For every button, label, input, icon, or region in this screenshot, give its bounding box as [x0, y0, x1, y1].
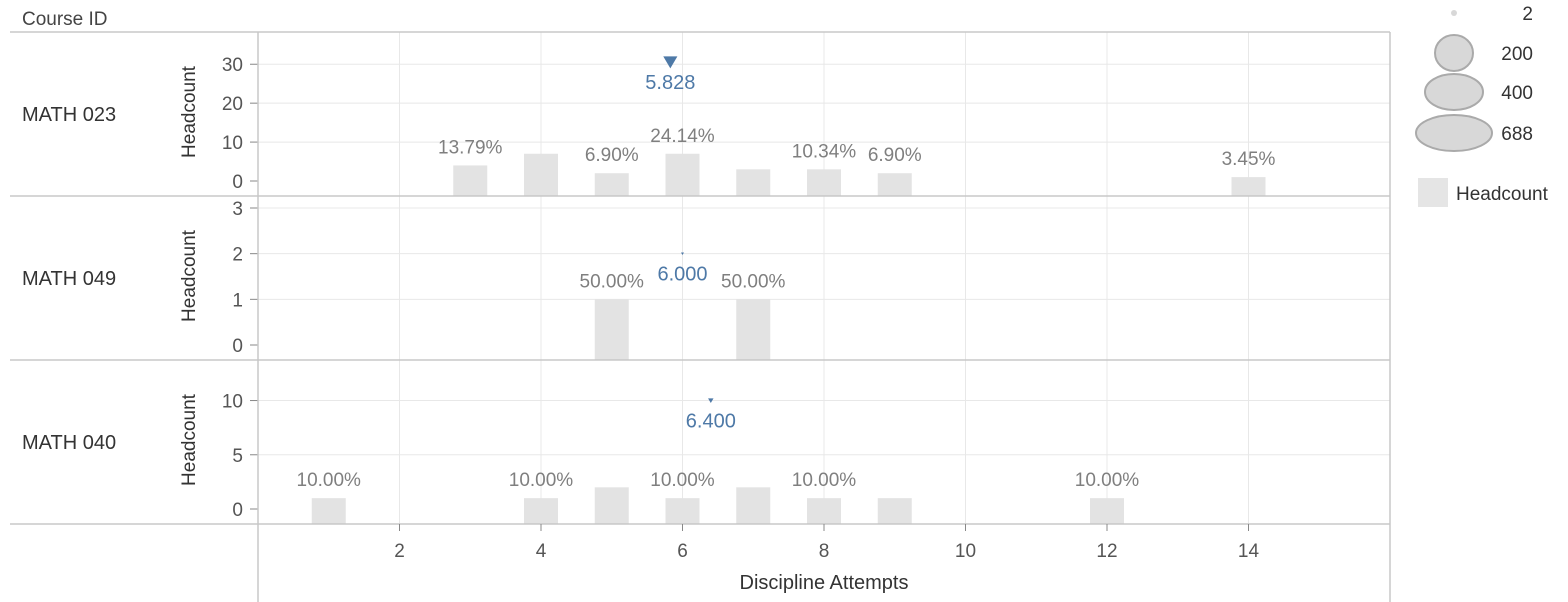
x-tick-label: 4 [536, 541, 547, 562]
y-tick-label: 5 [232, 446, 243, 467]
size-legend-circle [1451, 10, 1457, 16]
bar-data-label: 10.00% [650, 470, 715, 491]
bar [524, 153, 558, 196]
bar [807, 498, 841, 524]
size-legend-circle [1415, 114, 1493, 152]
bar-data-label: 10.00% [1075, 470, 1140, 491]
size-legend-label: 200 [1501, 44, 1533, 65]
average-label: 6.400 [686, 411, 736, 433]
average-marker [663, 56, 678, 69]
bar-data-label: 50.00% [721, 271, 786, 292]
bar-data-label: 10.00% [297, 470, 362, 491]
size-legend-label: 2 [1522, 4, 1533, 25]
x-tick-label: 2 [394, 541, 405, 562]
y-tick-label: 0 [232, 172, 243, 193]
course-label: MATH 023 [22, 104, 116, 126]
color-legend-swatch [1418, 178, 1448, 207]
x-axis-title: Discipline Attempts [740, 572, 909, 594]
y-tick-label: 2 [232, 245, 243, 266]
bar [594, 173, 629, 196]
x-tick-label: 6 [677, 541, 688, 562]
course-label: MATH 040 [22, 432, 116, 454]
average-marker [681, 252, 684, 256]
average-label: 5.828 [645, 72, 695, 94]
bar [665, 498, 700, 524]
bar [807, 169, 841, 196]
y-tick-label: 10 [222, 392, 243, 413]
bar-data-label: 50.00% [580, 271, 645, 292]
bar [594, 299, 629, 360]
y-axis-title: Headcount [179, 65, 200, 158]
bar [877, 173, 912, 196]
average-label: 6.000 [657, 264, 707, 286]
bar [524, 498, 558, 524]
y-axis-title: Headcount [179, 393, 200, 486]
course-label: MATH 049 [22, 268, 116, 290]
bar-data-label: 10.00% [509, 470, 574, 491]
size-legend-label: 688 [1501, 124, 1533, 145]
average-marker [708, 398, 714, 404]
y-tick-label: 10 [222, 133, 243, 154]
y-axis-title: Headcount [179, 229, 200, 322]
bar [736, 169, 771, 196]
bar [594, 487, 629, 524]
bar [1231, 177, 1266, 196]
bar-data-label: 10.00% [792, 470, 857, 491]
bar [736, 299, 771, 360]
x-tick-label: 10 [955, 541, 976, 562]
bar-data-label: 3.45% [1222, 149, 1276, 170]
bar-data-label: 24.14% [650, 126, 715, 147]
bar-data-label: 13.79% [438, 137, 503, 158]
bar-data-label: 6.90% [868, 145, 922, 166]
x-tick-label: 8 [819, 541, 830, 562]
y-tick-label: 0 [232, 500, 243, 521]
y-tick-label: 1 [232, 290, 243, 311]
bar [453, 165, 488, 196]
bar-data-label: 6.90% [585, 145, 639, 166]
x-tick-label: 14 [1238, 541, 1260, 562]
size-legend-circle [1424, 73, 1484, 111]
size-legend-label: 400 [1501, 83, 1533, 104]
y-tick-label: 3 [232, 199, 243, 220]
y-tick-label: 0 [232, 336, 243, 357]
bar [736, 487, 771, 524]
color-legend-label: Headcount [1456, 184, 1549, 205]
bar [877, 498, 912, 524]
row-header-label: Course ID [22, 9, 108, 30]
bar [1090, 498, 1124, 524]
bar-data-label: 10.34% [792, 141, 857, 162]
y-tick-label: 20 [222, 94, 243, 115]
y-tick-label: 30 [222, 55, 243, 76]
x-tick-label: 12 [1096, 541, 1117, 562]
size-legend-circle [1434, 34, 1474, 72]
bar [311, 498, 346, 524]
bar [665, 153, 700, 196]
